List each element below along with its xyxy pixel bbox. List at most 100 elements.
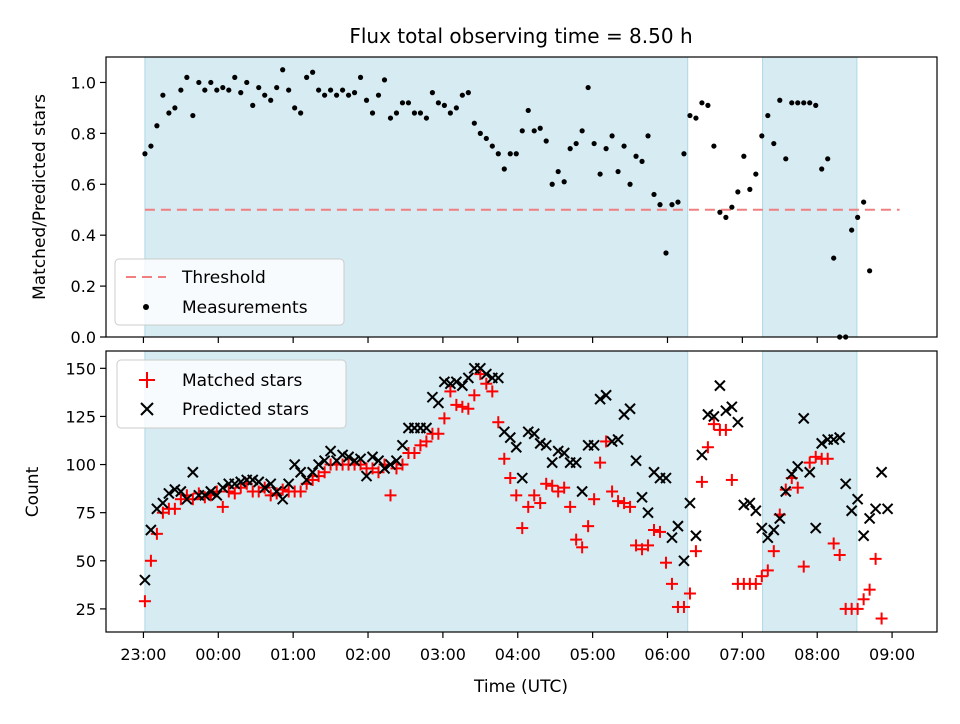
measurement-point xyxy=(375,92,382,98)
top-ytick-label: 0.0 xyxy=(71,328,96,347)
matched-star-point xyxy=(408,447,421,460)
predicted-star-point xyxy=(630,454,642,467)
measurement-point xyxy=(214,87,220,93)
matched-star-point xyxy=(222,485,235,498)
predicted-star-point xyxy=(282,478,295,490)
measurement-point xyxy=(585,84,591,91)
measurement-point xyxy=(861,199,867,205)
measurement-point xyxy=(651,191,657,198)
predicted-star-point xyxy=(300,474,313,486)
measurement-point xyxy=(699,100,705,106)
measurement-point xyxy=(513,151,519,157)
predicted-star-point xyxy=(839,478,852,490)
top-ytick-label: 1.0 xyxy=(71,73,96,92)
measurement-point xyxy=(771,140,777,147)
matched-star-point xyxy=(677,600,690,613)
matched-star-point xyxy=(294,485,307,498)
measurement-point xyxy=(741,153,747,159)
measurement-point xyxy=(441,102,447,108)
matched-star-point xyxy=(570,533,583,546)
predicted-star-point xyxy=(744,497,756,509)
measurement-point xyxy=(543,138,549,144)
measurement-point xyxy=(262,92,268,98)
measurement-point xyxy=(357,74,364,80)
measurement-point xyxy=(555,168,561,175)
measurement-point xyxy=(459,92,465,98)
measurement-point xyxy=(232,74,238,80)
bottom-interval-1 xyxy=(762,350,858,633)
measurement-point xyxy=(166,110,172,116)
bottom-x-ticks: 23:00 00:00 01:00 02:00 03:00 04:00 05:00 06:00… xyxy=(120,632,915,664)
measurement-point xyxy=(310,69,316,75)
top-legend: Threshold Measurements xyxy=(114,258,345,326)
measurement-point xyxy=(729,204,735,210)
bottom-xtick-label: 00:00 xyxy=(195,645,241,664)
matched-star-point xyxy=(546,479,559,492)
measurement-point xyxy=(723,214,729,220)
measurement-point xyxy=(747,186,753,192)
measurement-point xyxy=(765,112,771,119)
measurement-point xyxy=(435,100,441,106)
predicted-star-point xyxy=(432,397,445,409)
predicted-star-point xyxy=(516,472,528,484)
measurement-point xyxy=(597,171,603,177)
measurement-point xyxy=(813,102,819,108)
bottom-y-axis-label: Count xyxy=(23,466,43,517)
matched-star-point xyxy=(444,385,457,398)
predicted-star-point xyxy=(732,416,744,428)
measurement-point xyxy=(250,102,256,108)
predicted-star-point xyxy=(612,433,624,446)
measurement-point xyxy=(298,110,304,116)
matched-star-point xyxy=(767,545,780,558)
matched-star-point xyxy=(420,435,433,448)
measurement-point xyxy=(807,100,813,106)
measurement-point xyxy=(477,130,483,136)
matched-star-point xyxy=(540,477,553,490)
matched-star-point xyxy=(612,495,625,508)
measurement-point xyxy=(351,90,358,96)
matched-star-point xyxy=(791,481,804,494)
matched-star-point xyxy=(654,525,666,538)
predicted-star-point xyxy=(217,481,229,494)
measurement-point xyxy=(867,268,873,274)
predicted-star-point xyxy=(576,485,588,498)
measurement-point xyxy=(831,255,837,261)
predicted-star-point xyxy=(684,497,696,509)
matched-star-point xyxy=(833,549,846,562)
predicted-star-point xyxy=(810,522,822,534)
measurement-point xyxy=(184,74,190,80)
measurement-point xyxy=(142,151,148,157)
predicted-star-point xyxy=(774,512,786,525)
predicted-star-point xyxy=(816,437,828,450)
matched-star-point xyxy=(809,450,822,463)
measurement-point xyxy=(579,128,585,134)
measurement-point xyxy=(549,181,555,187)
bottom-ytick-label: 125 xyxy=(65,407,96,426)
measurement-point xyxy=(226,87,232,93)
predicted-star-point xyxy=(678,555,690,567)
bottom-ytick-label: 25 xyxy=(76,600,96,619)
predicted-star-point xyxy=(264,478,277,490)
predicted-star-point xyxy=(696,449,708,461)
measurement-point xyxy=(615,168,621,175)
measurement-point xyxy=(753,171,759,177)
measurement-point xyxy=(369,110,376,116)
bottom-legend-box xyxy=(116,359,347,429)
matched-star-point xyxy=(438,412,451,425)
measurement-point xyxy=(148,143,154,149)
measurement-points xyxy=(142,67,873,340)
bottom-legend: Matched stars Predicted stars xyxy=(116,359,347,429)
matched-star-point xyxy=(492,416,505,429)
predicted-star-point xyxy=(750,505,762,517)
matched-star-point xyxy=(707,418,720,431)
predicted-star-point xyxy=(851,493,864,505)
predicted-star-point xyxy=(259,481,271,494)
matched-star-point xyxy=(516,522,529,535)
predicted-star-point xyxy=(378,462,391,475)
matched-star-point xyxy=(150,527,163,540)
measurement-point xyxy=(208,79,214,86)
predicted-star-point xyxy=(762,531,774,544)
matched-star-point xyxy=(851,602,864,615)
measurement-point xyxy=(160,92,166,98)
